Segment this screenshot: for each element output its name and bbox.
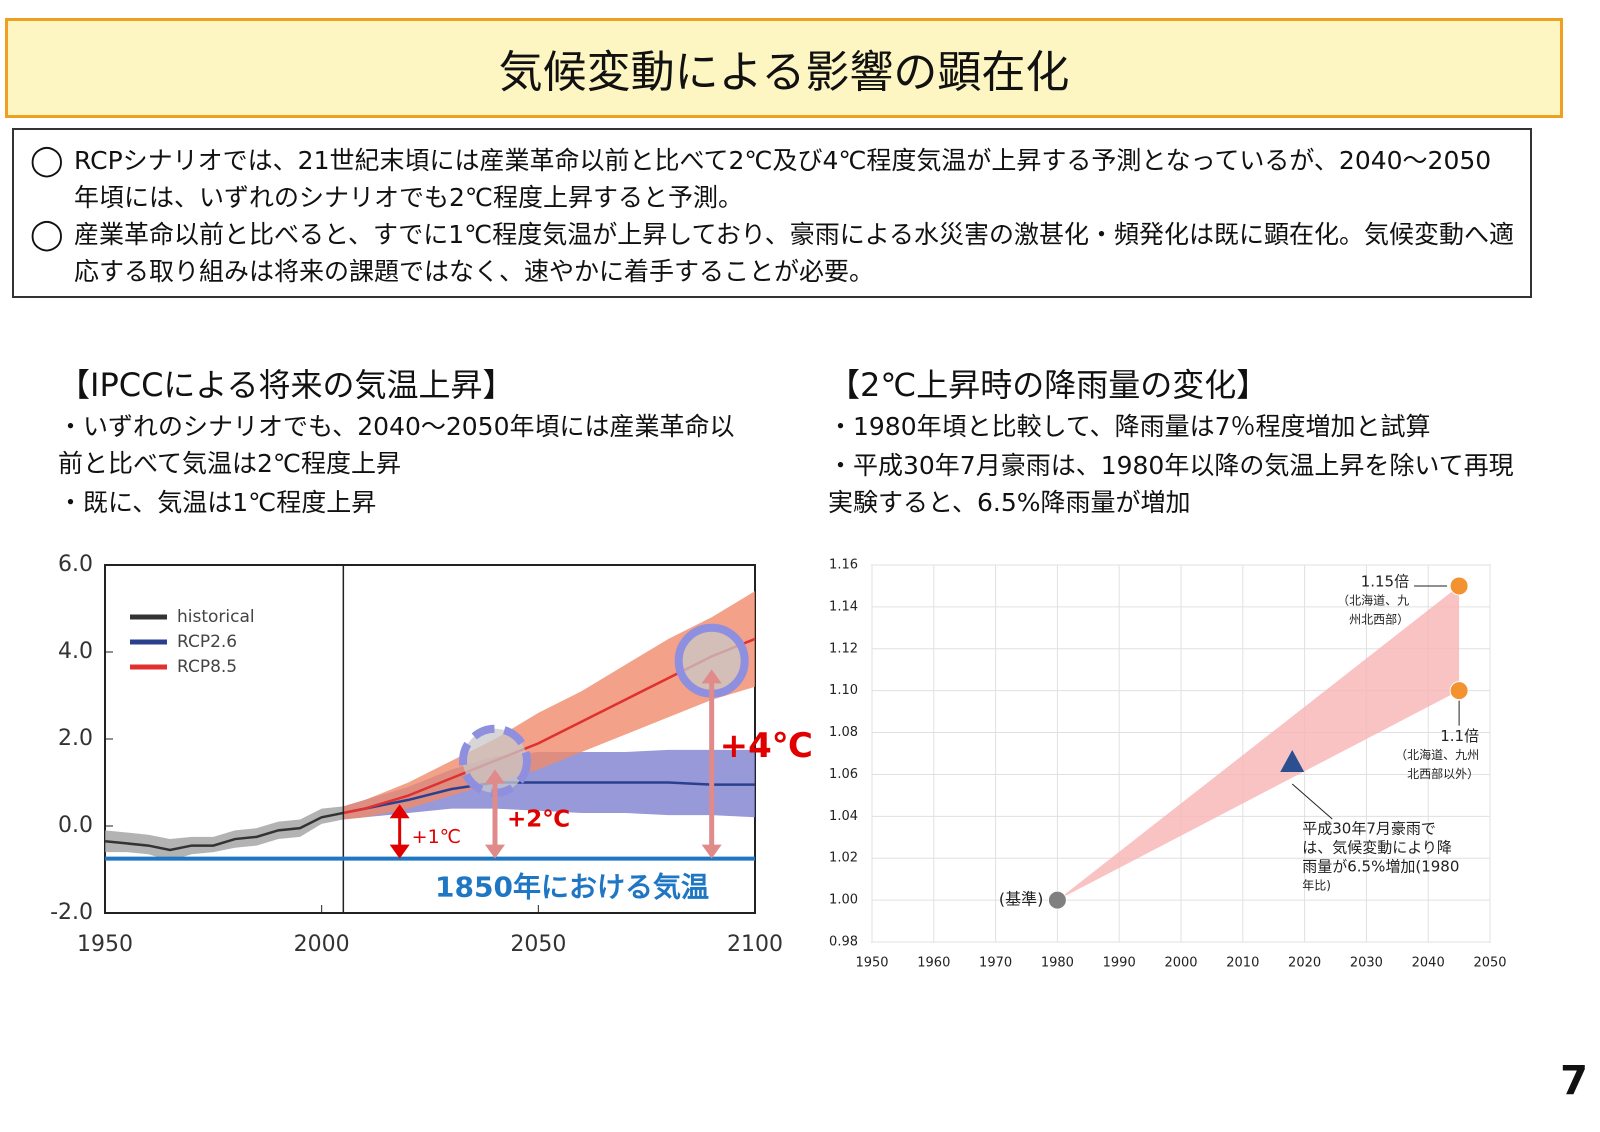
annotation-label: +4℃ [720,726,813,766]
y-tick-label: 1.16 [829,558,858,573]
point-label: (基準) [999,890,1044,909]
arrow-head [485,844,505,859]
x-tick-label: 1990 [1103,956,1136,971]
arrow-head [389,804,410,819]
page-number: 7 [1560,1058,1588,1104]
y-tick-label: 0.98 [829,935,858,950]
highlight-circle [674,623,749,698]
reference-label: 1850年における気温 [435,871,709,904]
x-tick-label: 2030 [1350,956,1383,971]
x-tick-label: 1960 [917,956,950,971]
y-tick-label: 6.0 [58,552,93,577]
legend-label: RCP8.5 [177,657,237,677]
legend-label: historical [177,607,255,627]
point-label: 1.15倍 [1361,572,1409,590]
x-tick-label: 2050 [1473,956,1506,971]
y-tick-label: 2.0 [58,726,93,751]
panel-heading: 【2℃上昇時の降雨量の変化】 [828,366,1269,404]
uncertainty-band [343,749,755,820]
annotation-label: +2℃ [507,807,570,833]
y-tick-label: 1.00 [829,893,858,908]
x-tick-label: 2020 [1288,956,1321,971]
x-tick-label: 2040 [1412,956,1445,971]
point-label: は、気候変動により降 [1302,838,1452,856]
x-tick-label: 1980 [1041,956,1074,971]
y-tick-label: 1.08 [829,725,858,740]
highlight-circle [459,724,531,797]
data-point [1449,576,1469,596]
point-label: 州北西部） [1349,611,1409,626]
plot-area [104,564,756,914]
y-tick-label: 4.0 [58,639,93,664]
series-line [104,811,344,852]
point-label: 雨量が6.5%増加(1980 [1302,857,1459,875]
panel-note: ・1980年頃と比較して、降雨量は7％程度増加と試算 [828,412,1431,441]
x-tick-label: 2100 [727,932,783,957]
bullet: ◯ RCPシナリオでは、21世紀末頃には産業革命以前と比べて2℃及び4℃程度気温が… [30,142,1514,216]
x-tick-label: 1950 [855,956,888,971]
point-label: （北海道、九 [1337,592,1409,607]
series-line [343,637,756,815]
legend-label: RCP2.6 [177,632,237,652]
arrow-head [389,844,410,859]
arrow-head [485,769,505,784]
x-tick-label: 2050 [510,932,566,957]
y-tick-label: 1.12 [829,641,858,656]
bullet-text: 産業革命以前と比べると、すでに1℃程度気温が上昇しており、豪雨による水災害の激甚… [74,220,1514,286]
point-label: 北西部以外） [1407,766,1479,781]
leader-line [1291,783,1333,820]
x-tick-label: 2000 [1164,956,1197,971]
series-line [343,781,755,815]
y-tick-label: 1.10 [829,683,858,698]
summary-box: ◯ RCPシナリオでは、21世紀末頃には産業革命以前と比べて2℃及び4℃程度気温が… [12,128,1532,298]
title: 気候変動による影響の顕在化 [5,18,1563,118]
annotation-label: +1℃ [412,826,461,848]
y-tick-label: 1.14 [829,599,858,614]
panel: 【2℃上昇時の降雨量の変化】 ・1980年頃と比較して、降雨量は7％程度増加と試… [828,360,1533,521]
range-area [1057,585,1460,901]
panel-note: ・いずれのシナリオでも、2040～2050年頃には産業革命以前と比べて気温は2℃… [58,412,735,478]
panel: 【IPCCによる将来の気温上昇】 ・いずれのシナリオでも、2040～2050年頃… [58,360,758,521]
y-tick-label: 0.0 [58,813,93,838]
bullet: ◯ 産業革命以前と比べると、すでに1℃程度気温が上昇しており、豪雨による水災害の激… [30,216,1514,290]
arrow-head [701,844,722,859]
uncertainty-band [343,591,755,820]
y-tick-label: 1.06 [829,767,858,782]
x-tick-label: 1950 [77,932,133,957]
arrow-head [701,669,722,684]
uncertainty-band [105,806,344,861]
y-tick-label: -2.0 [50,900,93,925]
bullet-text: RCPシナリオでは、21世紀末頃には産業革命以前と比べて2℃及び4℃程度気温が上… [74,146,1492,212]
panel-note: ・既に、気温は1℃程度上昇 [58,488,377,517]
x-tick-label: 1970 [979,956,1012,971]
plot-area [871,564,1491,943]
point-label: 1.1倍 [1440,727,1479,745]
data-point [1047,890,1067,910]
point-label: 平成30年7月豪雨で [1302,819,1436,837]
panel-heading: 【IPCCによる将来の気温上昇】 [58,366,515,404]
data-point [1280,749,1305,772]
x-tick-label: 2000 [294,932,350,957]
panel-note: ・平成30年7月豪雨は、1980年以降の気温上昇を除いて再現実験すると、6.5%… [828,451,1514,517]
y-tick-label: 1.04 [829,809,858,824]
y-tick-label: 1.02 [829,851,858,866]
x-tick-label: 2010 [1226,956,1259,971]
data-point [1449,681,1469,701]
point-label: （北海道、九州 [1395,747,1479,762]
point-label: 年比) [1302,878,1331,892]
